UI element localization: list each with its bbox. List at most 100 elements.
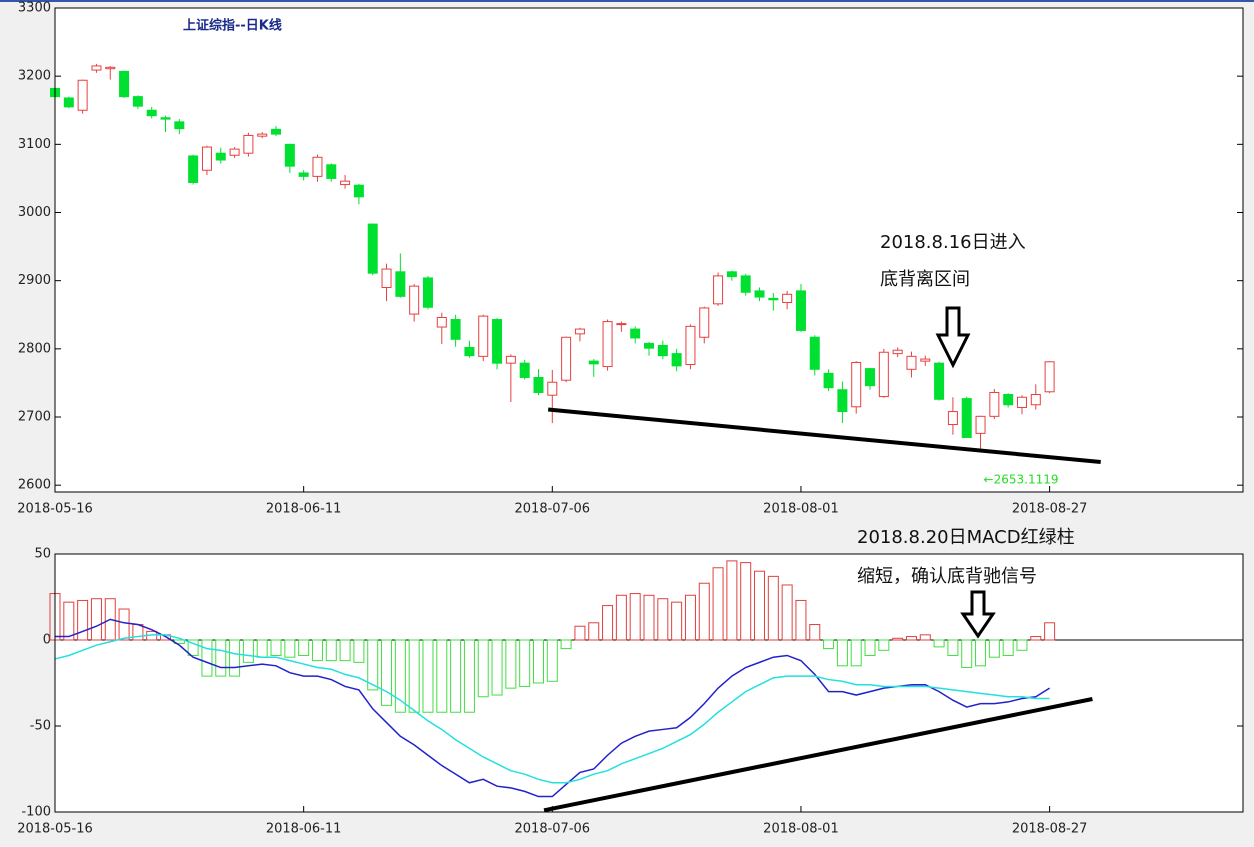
candle-body	[588, 360, 599, 365]
annotation: 缩短，确认底背驰信号	[857, 566, 1037, 587]
macd-bar	[643, 594, 655, 641]
candle-body	[436, 316, 447, 328]
macd-bar	[519, 639, 531, 687]
candle-body	[906, 355, 917, 370]
macd-bar	[878, 639, 890, 651]
candle-body	[837, 389, 848, 413]
candle-body	[671, 353, 682, 367]
candle-body	[243, 134, 254, 154]
candle-body	[947, 411, 958, 426]
macd-bar	[850, 639, 862, 667]
macd-bar	[477, 639, 489, 698]
macd-bar	[961, 639, 973, 669]
y-tick-label: 3000	[18, 205, 51, 220]
macd-bar	[1002, 639, 1014, 656]
macd-bar	[394, 639, 406, 713]
macd-bar	[532, 639, 544, 684]
macd-bar	[367, 639, 379, 691]
plot-frame	[54, 7, 1244, 493]
candle-body	[823, 372, 834, 389]
trend-line	[543, 697, 1093, 813]
macd-bar	[919, 634, 931, 641]
macd-bar	[795, 599, 807, 641]
candle-body	[119, 70, 130, 98]
y-tick-label: 3100	[18, 137, 51, 152]
trend-line	[547, 407, 1101, 464]
y-tick-label: 2700	[18, 410, 51, 425]
candle-body	[533, 376, 544, 393]
candle-body	[892, 349, 903, 355]
macd-bar	[201, 639, 213, 677]
candle-body	[422, 277, 433, 308]
candle-body	[644, 342, 654, 349]
y-tick-label: 0	[43, 633, 51, 648]
candle-body	[160, 117, 171, 120]
plot-frame	[54, 553, 1244, 813]
candle-body	[865, 368, 876, 387]
macd-bar	[436, 639, 448, 713]
macd-bar	[602, 605, 614, 641]
macd-line	[54, 634, 1050, 784]
macd-bar	[712, 567, 724, 641]
candle-body	[519, 362, 530, 378]
x-tick-label: 2018-08-01	[763, 502, 839, 517]
candle-body	[188, 155, 199, 184]
arrow	[935, 306, 971, 369]
y-tick-label: 3200	[18, 69, 51, 84]
candle-body	[961, 398, 972, 438]
candle-body	[630, 328, 641, 339]
macd-bar	[546, 639, 558, 682]
candle-body	[1030, 394, 1041, 406]
candle-body	[809, 336, 820, 370]
macd-bar	[864, 639, 876, 656]
candle-body	[146, 109, 157, 117]
macd-bar	[229, 639, 241, 677]
candle-body	[77, 79, 88, 111]
candle-body	[878, 351, 889, 398]
candle-body	[450, 319, 461, 340]
y-tick-label: 50	[34, 547, 51, 562]
macd-bar	[698, 582, 710, 641]
x-tick-label: 2018-08-01	[763, 822, 839, 837]
candle-body	[782, 293, 793, 303]
candle-body	[201, 146, 212, 171]
candle-body	[713, 275, 724, 305]
candle-body	[602, 321, 613, 368]
candle-body	[547, 381, 558, 396]
x-tick-label: 2018-06-11	[266, 822, 342, 837]
macd-bar	[311, 639, 323, 662]
candle-body	[920, 358, 931, 362]
y-tick-label: 2800	[18, 341, 51, 356]
candle-body	[657, 344, 668, 357]
candle-body	[132, 96, 143, 107]
macd-bar	[270, 639, 282, 656]
candle-body	[478, 315, 489, 357]
annotation: 2018.8.16日进入	[880, 232, 1026, 253]
macd-bar	[118, 608, 130, 641]
candle-body	[353, 184, 364, 198]
candle-body	[174, 121, 185, 130]
candle-body	[505, 355, 516, 364]
macd-bar	[588, 622, 600, 641]
macd-bar	[657, 598, 669, 641]
y-tick-label: 2900	[18, 273, 51, 288]
macd-bar	[90, 598, 102, 641]
candle-body	[975, 415, 986, 434]
macd-bar	[975, 639, 987, 667]
macd-bar	[740, 562, 752, 641]
y-tick-label: -100	[21, 805, 51, 820]
macd-bar	[615, 594, 627, 641]
candle-body	[1016, 396, 1027, 408]
candle-body	[989, 391, 1000, 417]
macd-bar	[823, 639, 835, 650]
candle-body	[574, 328, 585, 335]
macd-bar	[809, 624, 821, 641]
macd-bar	[836, 639, 848, 667]
x-tick-label: 2018-05-16	[17, 822, 93, 837]
min-label: ←2653.1119	[984, 472, 1059, 486]
candle-body	[395, 271, 406, 297]
x-tick-label: 2018-08-27	[1012, 822, 1088, 837]
macd-bar	[505, 639, 517, 689]
macd-bar	[422, 639, 434, 713]
